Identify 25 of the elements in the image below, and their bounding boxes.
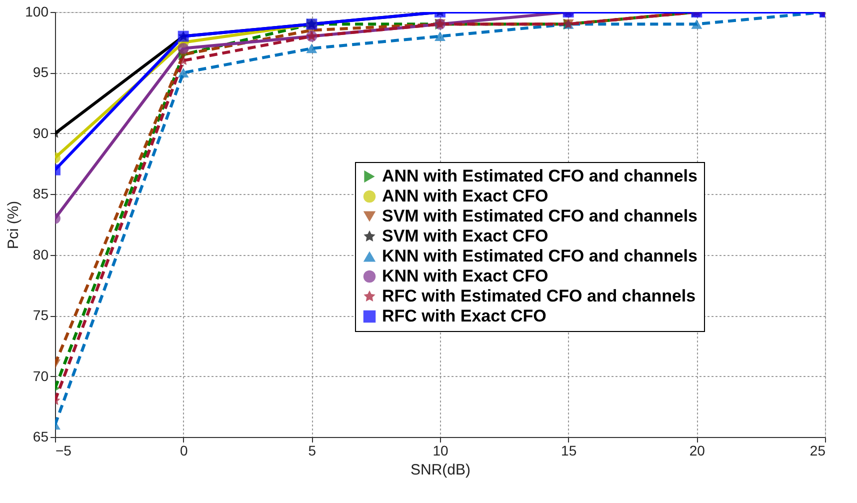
x-axis-title: SNR(dB): [410, 462, 471, 478]
legend-label: RFC with Exact CFO: [382, 306, 546, 326]
legend-label: SVM with Exact CFO: [382, 226, 548, 246]
y-tick-label: 90: [32, 124, 49, 141]
y-tick-label: 65: [32, 428, 49, 444]
x-tick-label: 5: [308, 442, 316, 458]
y-tick-label: 95: [32, 64, 49, 80]
legend-label: RFC with Estimated CFO and channels: [382, 286, 696, 306]
legend-label: KNN with Estimated CFO and channels: [382, 246, 698, 266]
legend-label: KNN with Exact CFO: [382, 266, 548, 286]
legend-label: ANN with Exact CFO: [382, 186, 548, 206]
x-tick-label: 10: [432, 442, 448, 458]
y-tick-label: 85: [32, 186, 49, 202]
x-tick-label: 15: [561, 442, 577, 458]
y-axis-title: Pci (%): [5, 200, 22, 250]
legend-label: ANN with Estimated CFO and channels: [382, 166, 698, 186]
y-tick-label: 75: [32, 307, 49, 324]
y-tick-label: 100: [25, 4, 49, 20]
legend-label: SVM with Estimated CFO and channels: [382, 206, 698, 226]
x-tick-label: 0: [180, 442, 188, 458]
x-tick-label: −5: [56, 442, 72, 458]
y-tick-label: 80: [32, 246, 49, 262]
y-tick-label: 70: [32, 368, 49, 384]
x-tick-label: 20: [689, 442, 706, 458]
x-tick-label: 25: [810, 442, 826, 458]
